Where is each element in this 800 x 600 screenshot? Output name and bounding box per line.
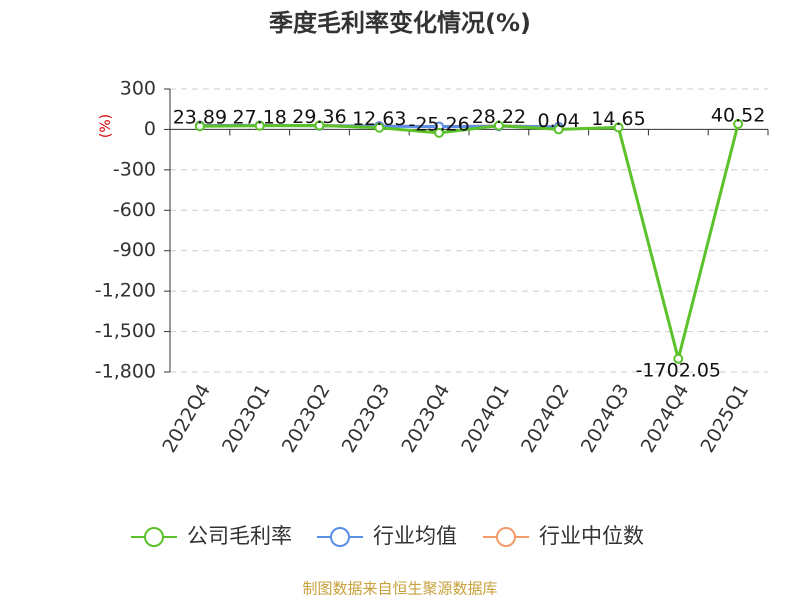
legend-label: 行业中位数 bbox=[539, 524, 644, 548]
x-tick-label: 2022Q4 bbox=[158, 380, 215, 456]
data-point bbox=[733, 118, 744, 129]
data-point bbox=[194, 121, 205, 132]
data-label: 14.65 bbox=[591, 108, 645, 130]
legend-marker bbox=[330, 527, 350, 547]
y-tick-label: 0 bbox=[144, 118, 156, 140]
y-tick-label: -1,800 bbox=[95, 361, 156, 383]
data-point bbox=[434, 127, 445, 138]
x-tick-label: 2024Q4 bbox=[637, 380, 694, 456]
data-label: 40.52 bbox=[711, 104, 765, 126]
x-tick-label: 2023Q2 bbox=[278, 380, 335, 456]
x-tick-label: 2023Q1 bbox=[218, 380, 275, 456]
series-line bbox=[199, 123, 740, 360]
legend-marker bbox=[144, 527, 164, 547]
legend-label: 行业均值 bbox=[373, 524, 457, 548]
legend-item: 行业中位数 bbox=[483, 524, 644, 548]
y-tick-label: -900 bbox=[113, 239, 156, 261]
data-label: 28.22 bbox=[472, 106, 526, 128]
x-tick-label: 2024Q3 bbox=[577, 380, 634, 456]
data-label: 27.18 bbox=[232, 106, 286, 128]
data-point bbox=[493, 120, 504, 131]
legend-item: 行业均值 bbox=[317, 524, 457, 548]
data-label: -1702.05 bbox=[636, 359, 721, 381]
data-label: 23.89 bbox=[173, 107, 227, 129]
legend-label: 公司毛利率 bbox=[187, 524, 292, 548]
x-tick-label: 2023Q3 bbox=[338, 380, 395, 456]
data-point bbox=[314, 120, 325, 131]
data-label: 0.04 bbox=[538, 110, 580, 132]
x-tick-label: 2024Q2 bbox=[517, 380, 574, 456]
data-point bbox=[553, 124, 564, 135]
y-axis-label: (%) bbox=[98, 114, 114, 138]
data-label: -25.26 bbox=[408, 113, 469, 135]
legend-marker bbox=[496, 527, 516, 547]
data-label: 12.63 bbox=[352, 108, 406, 130]
y-tick-label: -1,500 bbox=[95, 320, 156, 342]
data-point bbox=[374, 122, 385, 133]
x-tick-label: 2024Q1 bbox=[457, 380, 514, 456]
data-point bbox=[254, 120, 265, 131]
source: 制图数据来自恒生聚源数据库 bbox=[302, 580, 497, 598]
y-tick-label: 300 bbox=[120, 78, 156, 100]
y-tick-label: -300 bbox=[113, 158, 156, 180]
x-tick-label: 2025Q1 bbox=[696, 380, 753, 456]
x-tick-label: 2023Q4 bbox=[397, 380, 454, 456]
legend-item: 公司毛利率 bbox=[131, 524, 292, 548]
data-label: 29.36 bbox=[292, 106, 346, 128]
chart-title: 季度毛利率变化情况(%) bbox=[269, 9, 531, 37]
data-point bbox=[613, 122, 624, 133]
y-tick-label: -1,200 bbox=[95, 280, 156, 302]
data-point bbox=[673, 353, 684, 364]
y-tick-label: -600 bbox=[113, 199, 156, 221]
